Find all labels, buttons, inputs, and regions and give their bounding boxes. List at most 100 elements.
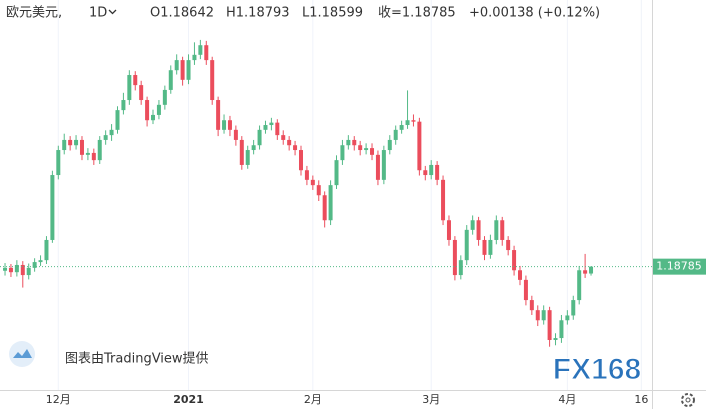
candle-body: [74, 139, 79, 146]
candle-body: [399, 125, 404, 130]
candle-body: [346, 139, 351, 146]
candle-body: [583, 270, 588, 274]
candle-body: [227, 120, 232, 130]
candle-body: [127, 75, 132, 101]
candle-body: [26, 267, 31, 276]
candle-body: [62, 139, 67, 151]
candle-body: [139, 85, 144, 101]
x-tick-label: 2021: [173, 393, 204, 406]
watermark: 图表由TradingView提供: [65, 351, 209, 367]
candle-body: [512, 250, 517, 271]
candle-body: [393, 129, 398, 140]
candle-body: [375, 154, 380, 180]
candle-body: [417, 121, 422, 171]
candle-body: [494, 220, 499, 240]
candle-body: [482, 239, 487, 255]
candle-body: [121, 100, 126, 111]
candle-body: [192, 54, 197, 61]
candle-body: [3, 267, 8, 271]
candle-body: [523, 279, 528, 301]
ohlc-close: 收=1.18785: [378, 6, 456, 21]
ohlc-open: O1.18642: [150, 6, 214, 21]
candle-body: [316, 185, 321, 196]
logo: FX168: [553, 353, 641, 386]
candle-body: [151, 114, 156, 121]
candle-body: [91, 152, 96, 161]
candle-body: [381, 150, 386, 180]
candle-body: [210, 60, 215, 101]
interval-chevron[interactable]: [108, 9, 117, 15]
candle-body: [44, 239, 49, 261]
candle-body: [577, 270, 582, 301]
candle-body: [233, 129, 238, 140]
candle-body: [251, 145, 256, 151]
ohlc-high: H1.18793: [226, 6, 290, 21]
candle-body: [553, 338, 558, 340]
candle-body: [109, 129, 114, 136]
tradingview-badge: 图表由TradingView提供: [9, 341, 209, 367]
candle-body: [411, 120, 416, 122]
candle-body: [506, 239, 511, 251]
x-tick-label: 16: [634, 393, 648, 406]
symbol: 欧元美元,: [6, 6, 62, 21]
candle-body: [429, 164, 434, 176]
candle-body: [547, 310, 552, 340]
candle-body: [275, 122, 280, 136]
gear[interactable]: [681, 393, 695, 407]
candle-body: [328, 185, 333, 221]
candle-body: [298, 150, 303, 171]
candles: [3, 39, 594, 347]
candle-body: [38, 260, 43, 263]
candle-body: [589, 266, 594, 274]
x-tick-label: 12月: [46, 393, 71, 406]
candle-body: [103, 135, 108, 140]
candle-body: [245, 150, 250, 165]
candle-body: [293, 145, 298, 151]
candle-body: [68, 139, 73, 146]
candle-body: [535, 310, 540, 321]
candle-body: [452, 239, 457, 276]
candle-body: [358, 145, 363, 151]
candle-body: [56, 150, 61, 176]
candle-body: [334, 160, 339, 186]
ohlc-low: L1.18599: [302, 6, 363, 21]
x-tick-label: 3月: [422, 393, 440, 406]
candle-body: [85, 152, 90, 155]
candle-body: [8, 267, 13, 273]
candle-body: [186, 60, 191, 80]
candle-body: [174, 60, 179, 71]
candle-body: [115, 110, 120, 130]
x-tick-label: 2月: [304, 393, 322, 406]
candle-body: [239, 139, 244, 165]
candle-body: [476, 220, 481, 240]
candle-body: [257, 129, 262, 146]
candle-body: [20, 264, 25, 276]
candle-body: [198, 45, 203, 55]
candle-body: [32, 262, 37, 268]
candle-body: [222, 120, 227, 130]
candle-body: [180, 60, 185, 80]
last-price-tag: [653, 258, 706, 275]
candle-body: [216, 100, 221, 130]
last-price-label: 1.18785: [656, 260, 702, 273]
candle-body: [405, 120, 410, 126]
candle-body: [370, 148, 375, 155]
ohlc-change: +0.00138 (+0.12%): [469, 6, 600, 21]
gear-hub[interactable]: [685, 397, 691, 403]
candle-body: [133, 75, 138, 86]
candle-body: [352, 139, 357, 146]
candle-body: [304, 170, 309, 180]
candle-body: [423, 170, 428, 176]
candle-body: [470, 220, 475, 230]
settings-icon[interactable]: [681, 393, 695, 407]
candle-body: [571, 300, 576, 316]
candle-body: [263, 125, 268, 130]
candle-body: [500, 220, 505, 240]
candle-body: [14, 264, 19, 273]
candle-body: [281, 135, 286, 140]
interval[interactable]: 1D: [89, 6, 107, 21]
candle-body: [50, 175, 55, 240]
candle-body: [387, 139, 392, 151]
candle-body: [488, 239, 493, 255]
